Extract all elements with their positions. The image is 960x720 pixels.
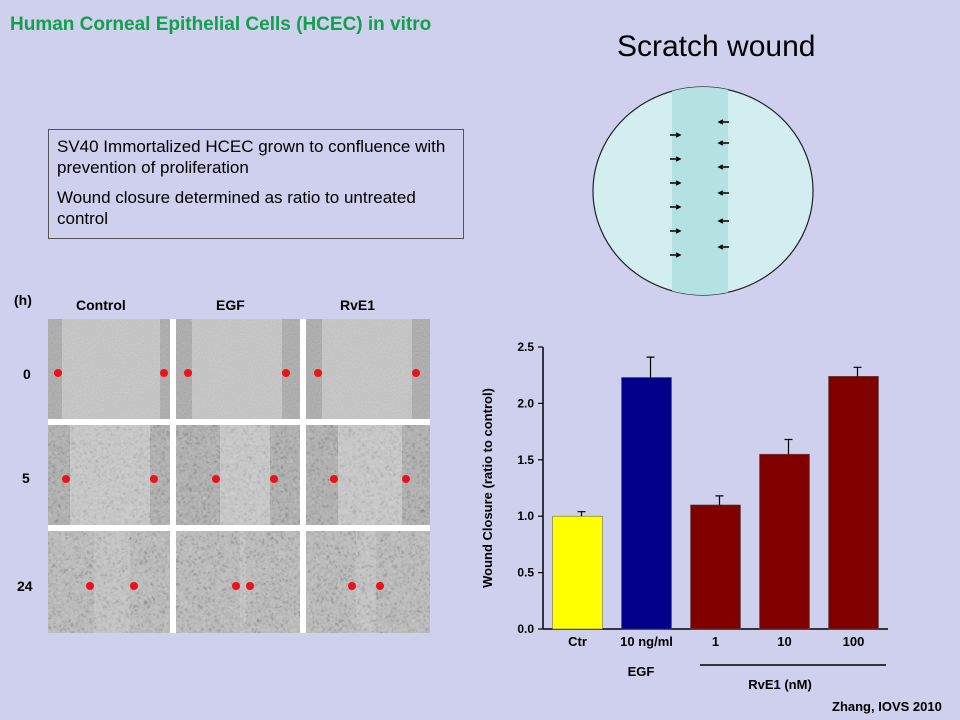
wound-edge-marker — [330, 475, 338, 483]
wound-edge-marker — [54, 369, 62, 377]
wound-edge-marker — [62, 475, 70, 483]
row-label-5h: 5 — [22, 470, 30, 486]
arrow-left-icon — [717, 119, 729, 125]
arrow-right-icon — [670, 156, 682, 162]
citation-credit: Zhang, IOVS 2010 — [832, 699, 942, 714]
row-label-24h: 24 — [17, 578, 33, 594]
group-label-rve1: RvE1 (nM) — [748, 677, 812, 692]
arrow-left-icon — [717, 190, 729, 196]
bar — [552, 515, 603, 630]
micrograph-panel-r2-c1 — [176, 531, 300, 633]
bar — [621, 377, 672, 630]
micrograph-panel-r1-c0 — [48, 425, 170, 525]
y-tick-label: 0.5 — [517, 566, 534, 580]
y-tick-label: 2.0 — [517, 396, 534, 410]
error-bar — [646, 356, 655, 378]
column-label-rve1: RvE1 — [340, 297, 376, 313]
error-bar — [853, 366, 862, 377]
wound-edge-marker — [376, 582, 384, 590]
hours-label: (h) — [14, 292, 32, 308]
wound-edge-marker — [402, 475, 410, 483]
micrograph-grid — [48, 319, 430, 633]
y-axis-label: Wound Closure (ratio to control) — [480, 388, 495, 588]
error-bar — [784, 438, 793, 455]
error-bar — [715, 495, 724, 505]
arrow-right-icon — [670, 252, 682, 258]
error-bar — [577, 511, 586, 517]
arrow-right-icon — [670, 228, 682, 234]
wound-edge-marker — [212, 475, 220, 483]
scratch-wound-diagram — [592, 86, 814, 296]
x-tick-label: 10 — [777, 634, 791, 649]
bar — [690, 504, 741, 630]
x-tick-label: Ctr — [568, 634, 587, 649]
bar — [759, 453, 810, 630]
arrow-left-icon — [717, 244, 729, 250]
wound-edge-marker — [348, 582, 356, 590]
micrograph-panel-r0-c2 — [306, 319, 430, 419]
arrow-right-icon — [670, 204, 682, 210]
wound-edge-marker — [130, 582, 138, 590]
bar — [828, 376, 879, 630]
micrograph-panel-r0-c1 — [176, 319, 300, 419]
x-tick-label: 100 — [843, 634, 865, 649]
column-label-egf: EGF — [216, 297, 245, 313]
y-tick-label: 1.5 — [517, 453, 534, 467]
scratch-wound-title: Scratch wound — [617, 30, 816, 63]
micrograph-panel-r2-c2 — [306, 531, 430, 633]
wound-edge-marker — [314, 369, 322, 377]
info-line-1: SV40 Immortalized HCEC grown to confluen… — [57, 137, 446, 177]
info-box: SV40 Immortalized HCEC grown to confluen… — [48, 129, 464, 239]
y-tick-label: 0.0 — [517, 622, 534, 636]
micrograph-panel-r1-c2 — [306, 425, 430, 525]
x-tick-label: 10 ng/ml — [620, 634, 673, 649]
arrow-right-icon — [670, 132, 682, 138]
arrow-left-icon — [717, 164, 729, 170]
micrograph-panel-r1-c1 — [176, 425, 300, 525]
arrow-right-icon — [670, 180, 682, 186]
micrograph-panel-r2-c0 — [48, 531, 170, 633]
x-tick-label: 1 — [712, 634, 719, 649]
micrograph-panel-r0-c0 — [48, 319, 170, 419]
arrow-left-icon — [717, 140, 729, 146]
info-line-2: Wound closure determined as ratio to unt… — [57, 188, 416, 228]
wound-arrows — [670, 119, 729, 258]
wound-edge-marker — [86, 582, 94, 590]
column-label-control: Control — [76, 297, 126, 313]
y-tick-label: 1.0 — [517, 509, 534, 523]
wound-edge-marker — [270, 475, 278, 483]
y-tick-label: 2.5 — [517, 340, 534, 354]
wound-edge-marker — [232, 582, 240, 590]
group-label-egf: EGF — [628, 664, 655, 679]
wound-edge-marker — [246, 582, 254, 590]
wound-edge-marker — [184, 369, 192, 377]
wound-closure-chart: 0.0 0.5 1.0 1.5 2.0 2.5 Ctr 10 ng/ml 1 10 100 Wou… — [480, 340, 888, 692]
wound-edge-marker — [412, 369, 420, 377]
arrow-left-icon — [717, 218, 729, 224]
wound-edge-marker — [150, 475, 158, 483]
row-label-0h: 0 — [23, 366, 31, 382]
slide-title: Human Corneal Epithelial Cells (HCEC) in… — [10, 14, 432, 35]
wound-edge-marker — [160, 369, 168, 377]
wound-edge-marker — [282, 369, 290, 377]
